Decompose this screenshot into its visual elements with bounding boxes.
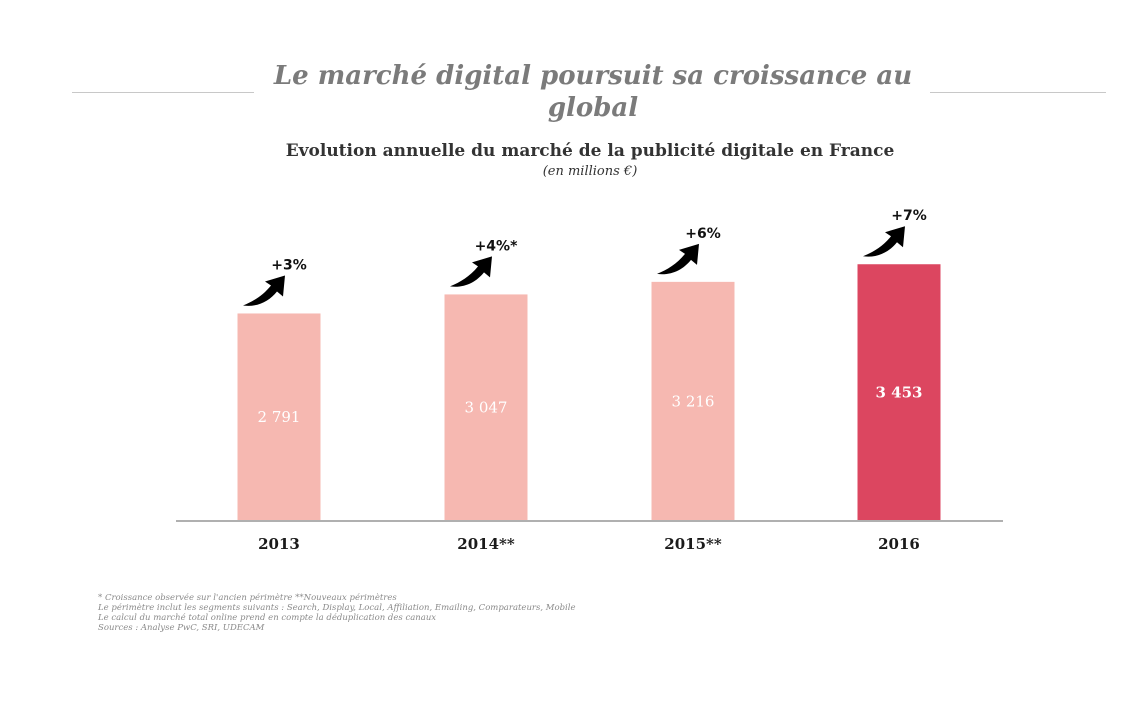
bar — [651, 281, 735, 521]
footnote-line: Le périmètre inclut les segments suivant… — [98, 603, 576, 613]
chart-unit-label: (en millions €) — [542, 164, 638, 179]
bar — [444, 294, 528, 521]
growth-arrow-icon — [863, 226, 905, 257]
x-tick-label: 2014** — [457, 535, 515, 553]
footnote-line: * Croissance observée sur l'ancien périm… — [98, 593, 397, 603]
growth-arrow-icon — [450, 256, 492, 287]
footnote-line: Sources : Analyse PwC, SRI, UDECAM — [98, 623, 265, 633]
bar-value-label: 3 047 — [465, 399, 508, 417]
title-rule-left — [72, 92, 254, 93]
bar-value-label: 3 216 — [672, 392, 715, 410]
growth-label: +4%* — [475, 238, 518, 254]
bar — [857, 264, 941, 521]
growth-arrow-icon — [243, 275, 285, 306]
title-rule-right — [930, 92, 1106, 93]
growth-label: +3% — [271, 257, 307, 273]
footnotes: * Croissance observée sur l'ancien périm… — [98, 593, 576, 633]
x-tick-label: 2013 — [258, 535, 300, 553]
page-title: Le marché digital poursuit sa croissance… — [273, 61, 913, 123]
growth-arrow-icon — [657, 243, 699, 275]
bar-value-label: 2 791 — [258, 408, 301, 426]
chart-title: Evolution annuelle du marché de la publi… — [285, 141, 895, 161]
growth-label: +6% — [685, 226, 721, 242]
growth-label: +7% — [891, 208, 927, 224]
x-tick-label: 2015** — [664, 535, 722, 553]
x-tick-label: 2016 — [878, 535, 920, 553]
bar — [237, 313, 321, 521]
footnote-line: Le calcul du marché total online prend e… — [98, 613, 437, 623]
bars-layer: 2 791 2013 +3% 3 047 2014** +4%* 3 216 2015** +6… — [237, 208, 941, 553]
bar-value-label: 3 453 — [876, 384, 923, 402]
